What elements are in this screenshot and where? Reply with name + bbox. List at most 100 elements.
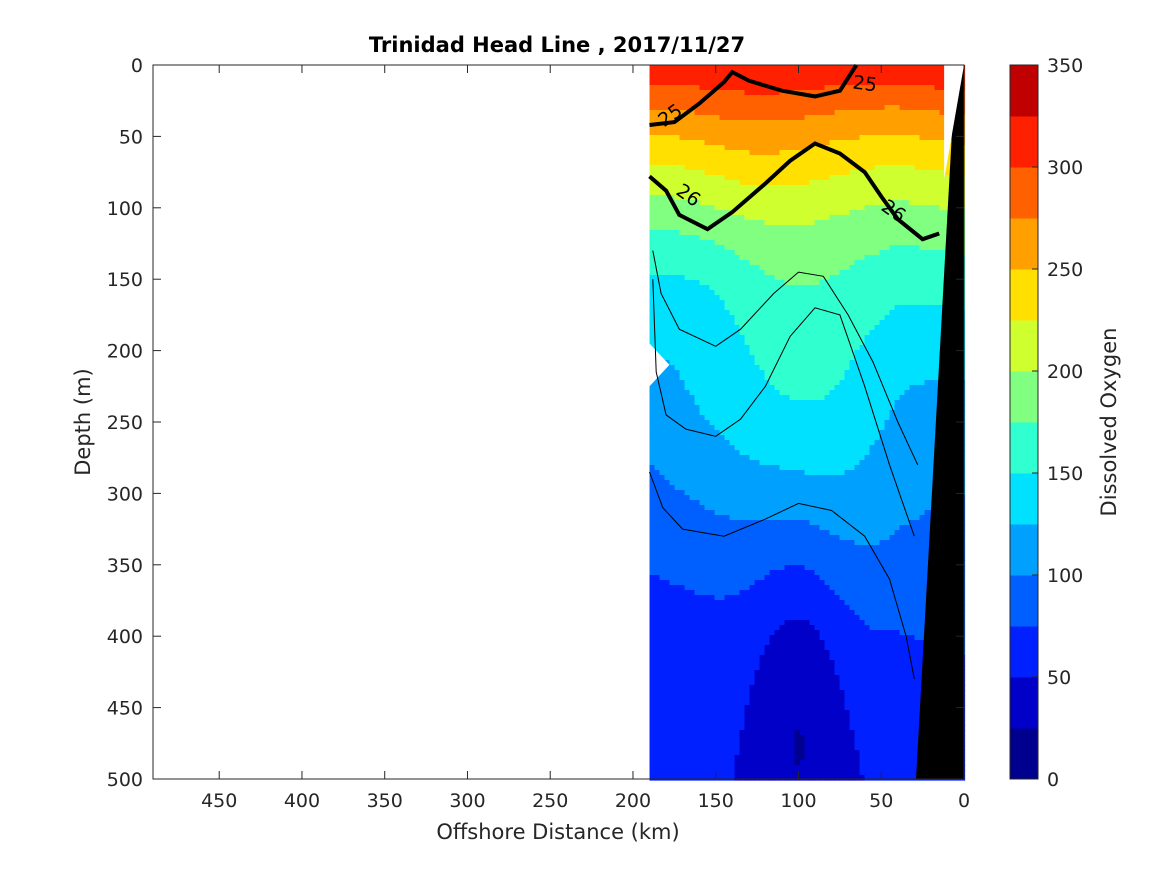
oxygen-cell [764,655,771,661]
oxygen-cell [804,465,811,471]
oxygen-cell [769,160,776,166]
oxygen-cell [764,120,771,126]
oxygen-cell [679,130,686,136]
oxygen-cell [704,515,711,521]
oxygen-cell [689,70,696,76]
oxygen-cell [654,235,661,241]
oxygen-cell [764,150,771,156]
oxygen-cell [754,470,761,476]
oxygen-cell [714,305,721,311]
oxygen-cell [774,695,781,701]
oxygen-cell [684,470,691,476]
oxygen-cell [714,670,721,676]
oxygen-cell [664,520,671,526]
oxygen-cell [754,715,761,721]
oxygen-cell [739,135,746,141]
oxygen-cell [799,125,806,131]
oxygen-cell [799,595,806,601]
oxygen-cell [779,85,786,91]
oxygen-cell [789,445,796,451]
oxygen-cell [684,620,691,626]
oxygen-cell [799,620,806,626]
oxygen-cell [754,565,761,571]
oxygen-cell [729,305,736,311]
oxygen-cell [684,205,691,211]
oxygen-cell [709,265,716,271]
oxygen-cell [659,620,666,626]
oxygen-cell [789,760,796,766]
oxygen-cell [794,305,801,311]
oxygen-cell [689,340,696,346]
oxygen-cell [809,545,816,551]
oxygen-cell [689,485,696,491]
oxygen-cell [709,390,716,396]
oxygen-cell [754,525,761,531]
oxygen-cell [734,555,741,561]
oxygen-cell [779,220,786,226]
oxygen-cell [669,750,676,756]
oxygen-cell [809,295,816,301]
oxygen-cell [799,395,806,401]
oxygen-cell [724,345,731,351]
oxygen-cell [799,105,806,111]
oxygen-cell [814,390,821,396]
oxygen-cell [734,190,741,196]
oxygen-cell [764,255,771,261]
oxygen-cell [764,535,771,541]
oxygen-cell [789,505,796,511]
oxygen-cell [719,365,726,371]
oxygen-cell [784,530,791,536]
oxygen-cell [764,485,771,491]
oxygen-cell [709,735,716,741]
oxygen-cell [799,700,806,706]
oxygen-cell [804,645,811,651]
oxygen-cell [759,635,766,641]
oxygen-cell [774,155,781,161]
oxygen-cell [649,705,656,711]
oxygen-cell [729,445,736,451]
oxygen-cell [659,500,666,506]
oxygen-cell [719,500,726,506]
oxygen-cell [764,65,771,71]
oxygen-cell [719,475,726,481]
oxygen-cell [719,375,726,381]
oxygen-cell [749,315,756,321]
oxygen-cell [684,290,691,296]
oxygen-cell [664,525,671,531]
oxygen-cell [674,410,681,416]
oxygen-cell [719,770,726,776]
oxygen-cell [654,625,661,631]
oxygen-cell [689,200,696,206]
oxygen-cell [804,635,811,641]
oxygen-cell [669,265,676,271]
oxygen-cell [689,310,696,316]
oxygen-cell [729,660,736,666]
oxygen-cell [659,465,666,471]
oxygen-cell [794,405,801,411]
oxygen-cell [764,110,771,116]
oxygen-cell [704,270,711,276]
oxygen-cell [684,725,691,731]
oxygen-cell [689,90,696,96]
oxygen-cell [679,665,686,671]
oxygen-cell [694,415,701,421]
oxygen-cell [659,155,666,161]
oxygen-cell [669,175,676,181]
oxygen-cell [799,665,806,671]
oxygen-cell [799,65,806,71]
oxygen-cell [774,730,781,736]
oxygen-cell [819,185,826,191]
oxygen-cell [744,545,751,551]
oxygen-cell [814,450,821,456]
oxygen-cell [694,455,701,461]
oxygen-cell [764,385,771,391]
oxygen-cell [659,740,666,746]
oxygen-cell [724,650,731,656]
oxygen-cell [659,390,666,396]
oxygen-cell [794,200,801,206]
oxygen-cell [789,390,796,396]
oxygen-cell [749,475,756,481]
oxygen-cell [679,605,686,611]
oxygen-cell [779,560,786,566]
oxygen-cell [714,385,721,391]
